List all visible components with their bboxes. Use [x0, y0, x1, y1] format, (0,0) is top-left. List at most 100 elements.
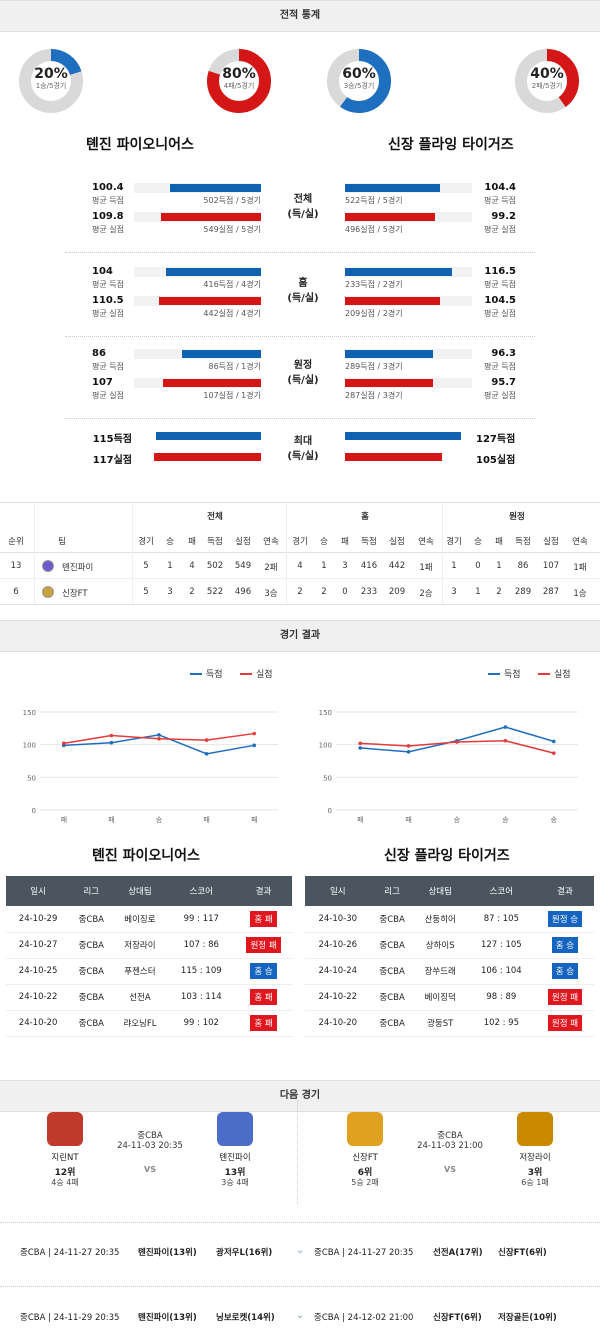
standings-col-header: 패	[341, 537, 349, 547]
standings-cell: 5	[143, 561, 149, 571]
right-stat-value: 96.3	[491, 348, 516, 359]
left-stat-label: 평균 실점	[92, 309, 124, 318]
upcoming-team[interactable]: 톈진파이(13위)	[138, 1313, 197, 1323]
next-team-name[interactable]: 톈진파이	[219, 1153, 251, 1163]
results-cell: 중CBA	[370, 984, 414, 1011]
right-stat-bar	[345, 350, 433, 358]
next-game-league: 중CBA	[437, 1131, 463, 1141]
donut-percent: 40%	[530, 66, 564, 82]
standings-col-header: 득점	[207, 537, 223, 547]
upcoming-info: 중CBA | 24-11-29 20:35	[20, 1313, 120, 1323]
results-cell: 중CBA	[70, 1010, 113, 1037]
data-point	[252, 743, 256, 748]
result-badge: 홈 패	[250, 989, 277, 1005]
results-cell: 98 : 89	[466, 984, 536, 1011]
standings-cell: 2승	[419, 589, 433, 599]
results-cell: 푸젠스터	[112, 958, 168, 985]
results-cell: 115 : 109	[167, 958, 236, 985]
y-tick-label: 100	[23, 742, 36, 750]
donut-label: 60% 3승/5경기	[326, 48, 392, 91]
standings-team-name[interactable]: 신장FT	[62, 589, 88, 599]
chevron-down-icon[interactable]: ⌄	[296, 1245, 305, 1256]
divider	[0, 1286, 600, 1287]
y-tick-label: 100	[319, 742, 332, 750]
upcoming-team[interactable]: 광저우L(16위)	[216, 1248, 273, 1258]
standings-cell: 2	[297, 587, 303, 597]
upcoming-info: 중CBA | 24-11-27 20:35	[314, 1248, 414, 1258]
next-team-name[interactable]: 저장라이	[519, 1153, 551, 1163]
win-loss-donut	[515, 49, 579, 113]
right-stat-detail: 496실점 / 5경기	[345, 225, 403, 234]
right-stat-label: 평균 실점	[484, 391, 516, 400]
next-game-league: 중CBA	[137, 1131, 163, 1141]
max-category: 최대 (득/실)	[273, 434, 333, 464]
win-loss-donut	[19, 49, 83, 113]
left-stat-detail: 502득점 / 5경기	[203, 196, 261, 205]
upcoming-team[interactable]: 톈진파이(13위)	[138, 1248, 197, 1258]
standings-col-divider	[34, 502, 35, 604]
right-stat-track	[345, 267, 472, 277]
results-cell: 중CBA	[70, 958, 113, 985]
standings-group-header: 원정	[509, 512, 525, 522]
standings-cell: 2패	[264, 563, 278, 573]
compare-category: 전체 (득/실)	[273, 192, 333, 222]
standings-cell: 522	[206, 587, 224, 597]
standings-col-header: 실점	[543, 537, 559, 547]
results-cell: 106 : 104	[466, 958, 536, 985]
data-point	[157, 736, 161, 741]
results-row: 24-10-29 중CBA 베이징로 99 : 117 홈 패	[6, 906, 292, 933]
results-cell: 107 : 86	[167, 932, 236, 959]
standings-team-name[interactable]: 톈진파이	[62, 563, 94, 573]
right-stat-detail: 233득점 / 2경기	[345, 280, 403, 289]
donut-record: 3승/5경기	[343, 82, 375, 90]
standings-col-header: 연속	[263, 537, 279, 547]
right-stat-bar	[345, 297, 440, 305]
left-stat-bar	[170, 184, 261, 192]
standings-col-header: 경기	[292, 537, 308, 547]
next-team-name[interactable]: 신장FT	[352, 1153, 378, 1163]
results-row: 24-10-22 중CBA 베이징덕 98 : 89 원정 패	[305, 984, 594, 1011]
win-loss-donut	[327, 49, 391, 113]
results-cell: 중CBA	[370, 932, 414, 959]
compare-category-sub: (득/실)	[287, 209, 319, 220]
right-results-team-name: 신장 플라잉 타이거즈	[384, 848, 510, 864]
upcoming-team[interactable]: 닝보로켓(14위)	[216, 1313, 275, 1323]
next-team-rank: 13위	[224, 1168, 246, 1178]
standings-col-header: 득점	[515, 537, 531, 547]
next-team-record: 4승 4패	[51, 1178, 79, 1187]
left-stat-bar	[166, 268, 261, 276]
results-cell: 저장라이	[112, 932, 168, 959]
right-stat-label: 평균 득점	[484, 362, 516, 371]
results-cell: 24-10-20	[6, 1010, 71, 1037]
standings-cell: 0	[475, 561, 481, 571]
standings-col-header: 승	[166, 537, 174, 547]
upcoming-team[interactable]: 선전A(17위)	[433, 1248, 483, 1258]
next-team-name[interactable]: 지린NT	[51, 1153, 79, 1163]
standings-col-header: 승	[320, 537, 328, 547]
chevron-down-icon[interactable]: ⌄	[296, 1310, 305, 1321]
standings-cell: 1	[167, 561, 173, 571]
data-point	[358, 746, 362, 750]
left-max-track	[134, 452, 261, 462]
team-logo-icon	[347, 1112, 383, 1146]
standings-cell: 2	[189, 587, 195, 597]
upcoming-team[interactable]: 저장골든(10위)	[498, 1313, 557, 1323]
results-cell: 24-10-22	[6, 984, 71, 1011]
data-point	[358, 741, 362, 746]
upcoming-team[interactable]: 신장FT(6위)	[433, 1313, 482, 1323]
standings-bottom-border	[0, 604, 600, 605]
result-badge: 원정 패	[547, 989, 583, 1005]
standings-col-header: 패	[495, 537, 503, 547]
section-header-next: 다음 경기	[0, 1080, 600, 1112]
donut-label: 80% 4패/5경기	[206, 48, 272, 91]
donut-record: 2패/5경기	[531, 82, 563, 90]
right-max-track	[345, 452, 472, 462]
data-point	[552, 751, 556, 755]
results-cell: 24-10-29	[6, 906, 71, 933]
x-tick-label: 패	[203, 815, 209, 824]
upcoming-team[interactable]: 신장FT(6위)	[498, 1248, 547, 1258]
standings-col-header: 실점	[235, 537, 251, 547]
x-tick-label: 패	[108, 815, 114, 824]
standings-col-header: 경기	[446, 537, 462, 547]
